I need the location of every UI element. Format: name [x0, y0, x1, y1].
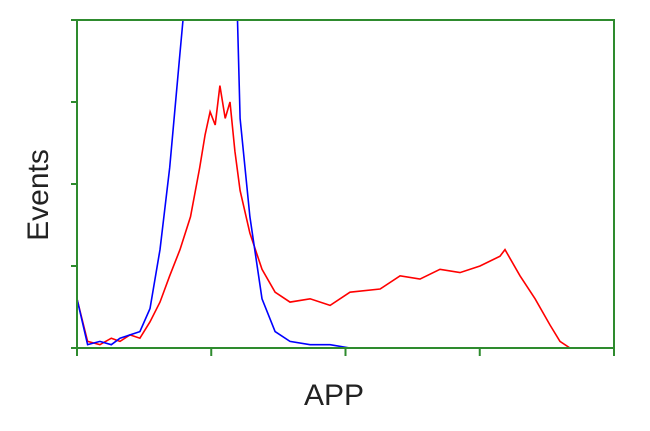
- plot-area: [77, 20, 580, 348]
- x-axis-label: APP: [304, 379, 364, 412]
- series-line: [77, 20, 351, 348]
- plot-frame: [76, 19, 615, 349]
- y-axis-label: Events: [22, 149, 55, 241]
- series-line: [77, 85, 580, 348]
